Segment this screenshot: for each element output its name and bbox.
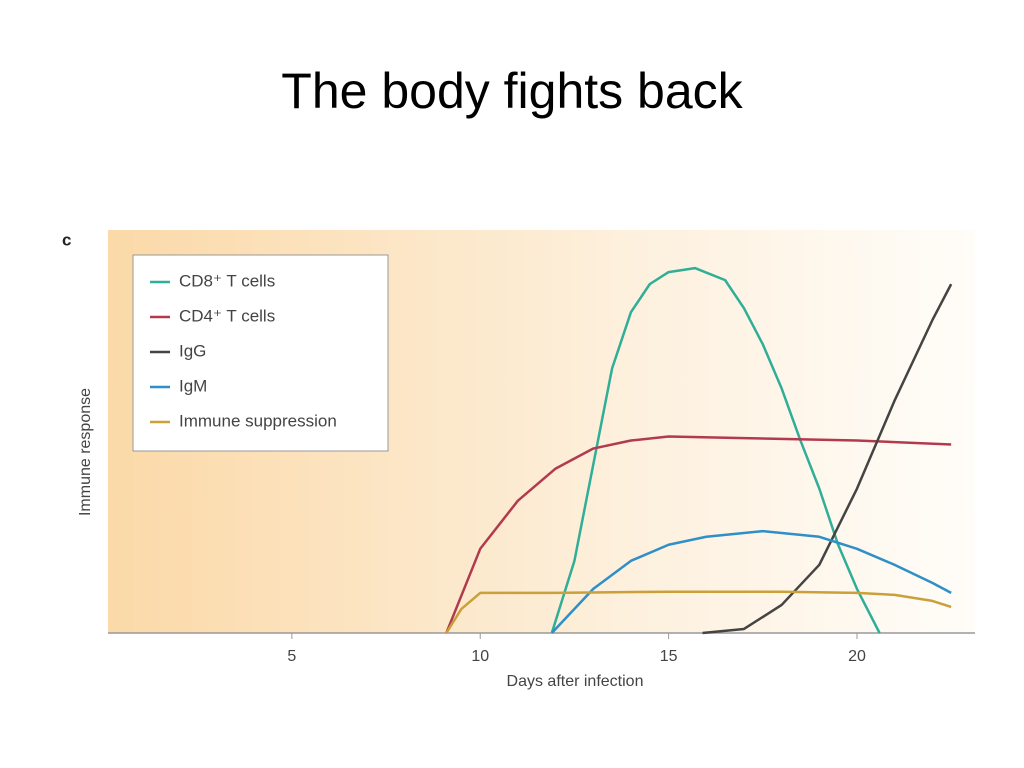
legend-label: CD4⁺ T cells [179,306,275,325]
x-tick-label: 20 [848,648,866,665]
legend-label: IgM [179,376,207,395]
series-line [445,590,952,634]
slide-title: The body fights back [281,63,743,119]
panel-label: c [62,230,71,249]
series-line [445,435,952,634]
legend-label: CD8⁺ T cells [179,271,275,290]
legend-box [132,254,389,452]
x-axis-label: Days after infection [507,673,644,690]
series-line [550,266,881,634]
legend-label: Immune suppression [179,411,337,430]
series-line [550,529,952,634]
x-tick-label: 10 [471,648,489,665]
series-line [702,283,953,635]
y-axis-label: Immune response [77,388,94,516]
legend-label: IgG [179,341,206,360]
x-tick-label: 5 [287,648,296,665]
x-tick-label: 15 [660,648,678,665]
